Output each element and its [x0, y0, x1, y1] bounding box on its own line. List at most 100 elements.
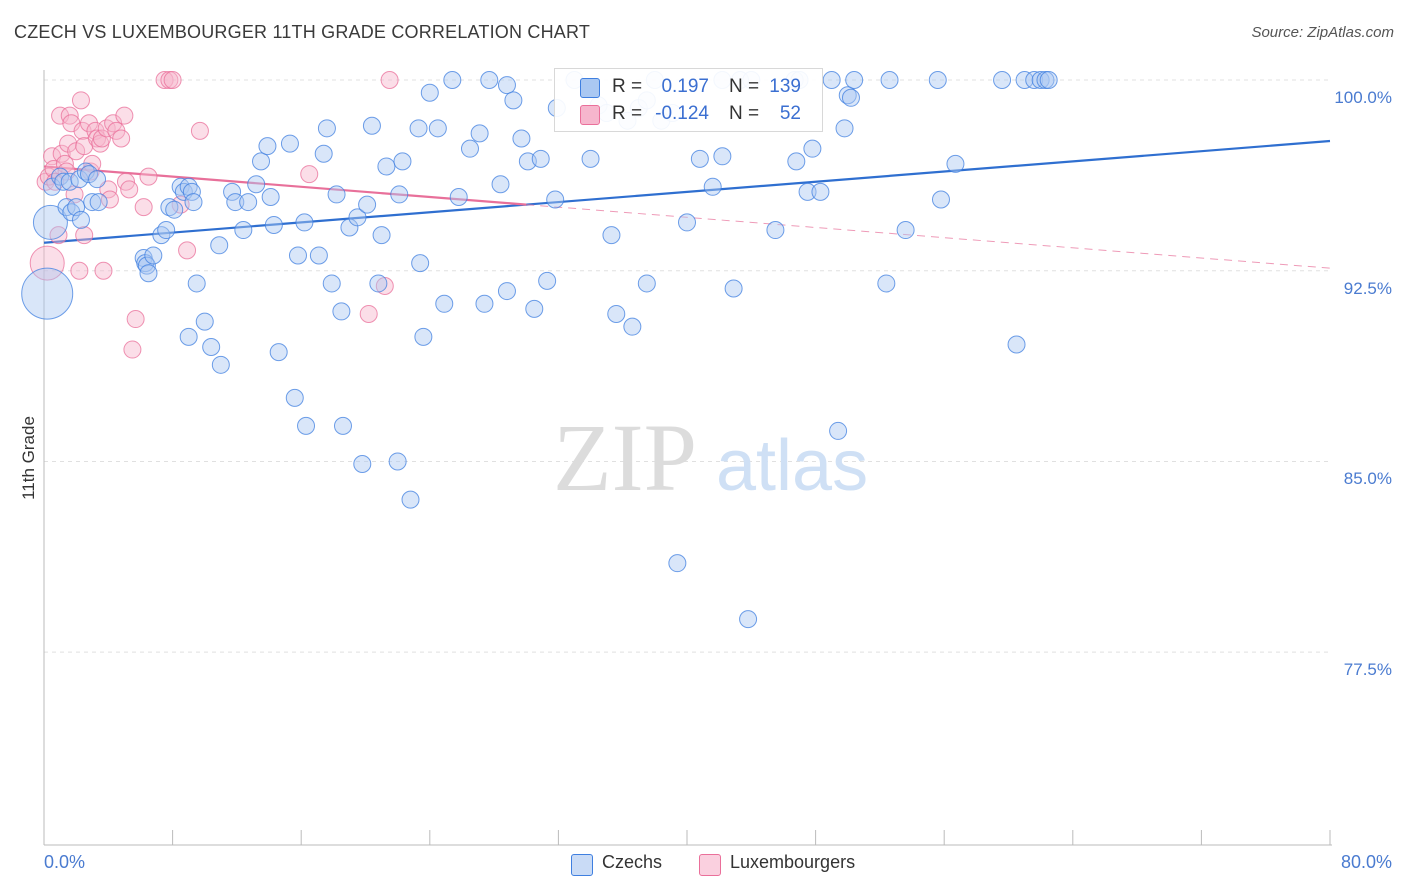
czechs-point [798, 182, 817, 201]
czechs-point [835, 119, 854, 138]
czechs-point [327, 185, 346, 204]
luxembourgers-point [92, 129, 111, 148]
czechs-point [89, 193, 108, 212]
czechs-point [210, 236, 229, 255]
luxembourgers-point [70, 261, 89, 280]
czechs-point [766, 221, 785, 240]
legend-row-luxembourgers: R = -0.124 N = 52 [555, 101, 822, 127]
chart-title: CZECH VS LUXEMBOURGER 11TH GRADE CORRELA… [14, 22, 591, 42]
czechs-point [83, 193, 102, 212]
czechs-point [187, 274, 206, 293]
legend-n-label: N = [729, 76, 760, 97]
czechs-point [353, 454, 372, 473]
czechs-point [811, 182, 830, 201]
czechs-point [62, 203, 81, 222]
czechs-point [690, 149, 709, 168]
czechs-point [877, 274, 896, 293]
czechs-point [449, 187, 468, 206]
luxembourgers-point [380, 71, 399, 89]
czechs-point [504, 91, 523, 110]
gridlines [44, 79, 1330, 653]
czechs-point [838, 86, 857, 105]
czechs-point [602, 226, 621, 245]
y-axis-label: 11th Grade [19, 416, 38, 500]
czechs-point [497, 282, 516, 301]
czechs-point [32, 204, 68, 240]
czechs-point [411, 254, 430, 273]
czechs-point [362, 116, 381, 135]
czechs-point [497, 76, 516, 95]
luxembourgers-point [359, 304, 378, 323]
luxembourgers-point [75, 226, 94, 245]
czechs-point [280, 134, 299, 153]
czechs-point [202, 338, 221, 357]
y-tick-label: 92.5% [1343, 279, 1392, 298]
luxembourgers-point [112, 129, 131, 148]
czechs-point [239, 193, 258, 212]
legend-n-value: 52 [779, 103, 801, 124]
czechs-point [946, 154, 965, 173]
czechs-point [309, 246, 328, 265]
czechs-point [724, 279, 743, 298]
czechs-point [928, 71, 947, 89]
czechs-point [261, 187, 280, 206]
luxembourgers-legend-swatch [699, 854, 721, 876]
legend-r-value: 0.197 [661, 76, 709, 97]
czechs-point [70, 170, 89, 189]
czechs-point [703, 177, 722, 196]
source-label: Source: ZipAtlas.com [1251, 24, 1394, 41]
luxembourgers-point [60, 106, 79, 125]
czechs-point [401, 490, 420, 509]
czechs-point [480, 71, 499, 89]
czechs-point [435, 294, 454, 313]
czechs-point [538, 271, 557, 290]
axes [43, 70, 1332, 846]
czechs-point [443, 71, 462, 89]
luxembourgers-point [139, 167, 158, 186]
czechs-point [297, 416, 316, 435]
czechs-point [51, 167, 70, 186]
czechs-point [1007, 335, 1026, 354]
czechs-point [460, 139, 479, 158]
luxembourgers-point [100, 190, 119, 209]
luxembourgers-point [71, 91, 90, 110]
czechs-point [333, 416, 352, 435]
luxembourgers-point [52, 144, 71, 163]
czechs-point [195, 312, 214, 331]
legend-r-value: -0.124 [655, 103, 709, 124]
czechs-point [144, 246, 163, 265]
czechs-point [57, 198, 76, 217]
czechs-point [390, 185, 409, 204]
czechs-point [525, 299, 544, 318]
czechs-point [470, 124, 489, 143]
czechs-point [512, 129, 531, 148]
czechs-point [880, 71, 899, 89]
czechs-point [184, 193, 203, 212]
czechs-point [475, 294, 494, 313]
czechs-point [822, 71, 841, 89]
czechs-point [139, 264, 158, 283]
czechs-point [211, 355, 230, 374]
x-tick-label-max: 80.0% [1340, 852, 1392, 872]
czechs-point [264, 215, 283, 234]
czechs-point [226, 193, 245, 212]
watermark-zip: ZIP [553, 404, 697, 511]
czechs-point [152, 226, 171, 245]
czechs-legend-swatch [571, 854, 593, 876]
czechs-point [993, 71, 1012, 89]
czechs-point [358, 195, 377, 214]
luxembourgers-trend-extension [526, 204, 1331, 269]
luxembourgers-point [29, 245, 65, 281]
czechs-point [137, 256, 156, 275]
czechs-point [322, 274, 341, 293]
czechs-point [252, 152, 271, 171]
luxembourgers-point [126, 310, 145, 329]
czechs-point [258, 137, 277, 156]
czechs-point [546, 190, 565, 209]
czechs-point [314, 144, 333, 163]
czechs-point [668, 554, 687, 573]
czechs-point [54, 172, 73, 191]
czechs-point [845, 71, 864, 89]
czechs-point [841, 88, 860, 107]
